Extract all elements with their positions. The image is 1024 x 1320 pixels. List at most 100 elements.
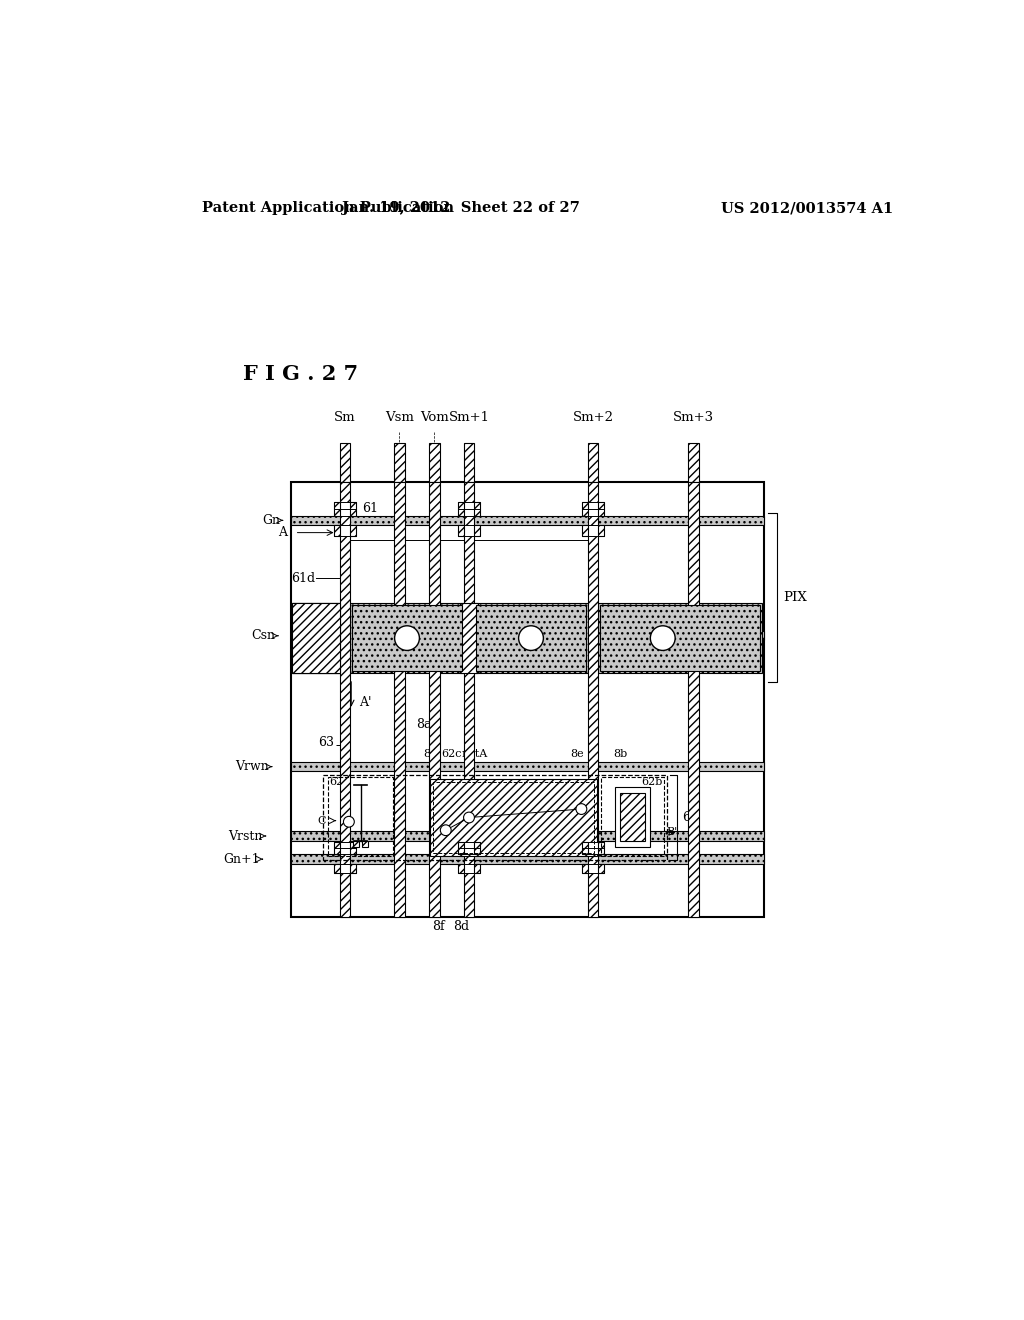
Bar <box>350 677 464 758</box>
Bar <box>464 482 474 917</box>
Bar <box>688 444 699 482</box>
Bar <box>334 525 340 536</box>
Bar <box>474 549 588 603</box>
Text: C': C' <box>578 804 589 814</box>
Text: 63: 63 <box>317 737 334 748</box>
Text: 61d: 61d <box>292 572 315 585</box>
Bar <box>291 482 764 917</box>
Text: 61: 61 <box>362 502 378 515</box>
Bar <box>328 777 393 857</box>
Bar <box>464 444 474 482</box>
Text: B: B <box>581 828 589 837</box>
Bar <box>394 444 404 482</box>
Bar <box>350 863 356 873</box>
Text: Jan. 19, 2012  Sheet 22 of 27: Jan. 19, 2012 Sheet 22 of 27 <box>342 202 581 215</box>
Text: 8f: 8f <box>432 920 444 933</box>
Text: 8b: 8b <box>613 750 628 759</box>
Bar <box>474 603 588 673</box>
Text: A': A' <box>359 696 372 709</box>
Bar <box>583 842 604 854</box>
Text: 62a: 62a <box>330 776 350 787</box>
Bar <box>350 842 356 854</box>
Text: Gn: Gn <box>262 513 280 527</box>
Text: 8a: 8a <box>417 718 432 731</box>
Bar <box>474 540 588 627</box>
Text: 8d: 8d <box>454 920 469 933</box>
Bar <box>350 486 464 512</box>
Text: Vom: Vom <box>420 411 449 424</box>
Circle shape <box>518 626 544 651</box>
Bar <box>583 502 604 516</box>
Text: 62b: 62b <box>641 776 663 787</box>
Bar <box>474 502 480 516</box>
Text: 8c: 8c <box>424 750 437 759</box>
Bar <box>476 605 586 671</box>
Bar <box>621 793 645 841</box>
Bar <box>583 863 604 873</box>
Bar <box>598 525 604 536</box>
Bar <box>615 787 649 847</box>
Bar <box>433 781 594 853</box>
Bar <box>352 605 462 671</box>
Bar <box>588 444 598 482</box>
Bar <box>474 863 480 873</box>
Bar <box>458 525 464 536</box>
Text: F I G . 2 7: F I G . 2 7 <box>243 364 357 384</box>
Bar <box>334 863 340 873</box>
Bar <box>598 603 762 673</box>
Bar <box>291 854 764 863</box>
Bar <box>350 540 464 627</box>
Bar <box>458 863 480 873</box>
Bar <box>474 525 480 536</box>
Text: Sm+1: Sm+1 <box>449 411 489 424</box>
Bar <box>291 832 764 841</box>
Bar <box>291 762 764 771</box>
Text: B': B' <box>667 828 678 837</box>
Circle shape <box>440 825 452 836</box>
Bar <box>458 525 480 536</box>
Bar <box>429 444 439 482</box>
Bar <box>292 603 340 673</box>
Bar <box>458 502 464 516</box>
Bar <box>460 603 478 673</box>
Text: A: A <box>278 527 287 539</box>
Bar <box>458 863 464 873</box>
Bar <box>334 842 356 854</box>
Bar <box>291 516 764 525</box>
Bar <box>340 482 350 917</box>
Text: Sm+3: Sm+3 <box>673 411 715 424</box>
Text: Sm+2: Sm+2 <box>572 411 613 424</box>
Bar <box>688 482 699 917</box>
Bar <box>583 863 588 873</box>
Bar <box>583 525 588 536</box>
Bar <box>430 779 597 857</box>
Text: 8e: 8e <box>570 750 585 759</box>
Bar <box>350 549 464 603</box>
Bar <box>350 502 356 516</box>
Bar <box>583 525 604 536</box>
Bar <box>352 841 359 847</box>
Text: Vrstn: Vrstn <box>228 829 263 842</box>
Text: Patent Application Publication: Patent Application Publication <box>202 202 454 215</box>
Bar <box>474 486 588 512</box>
Text: Sm: Sm <box>334 411 355 424</box>
Circle shape <box>464 812 474 822</box>
Text: 62: 62 <box>682 810 699 824</box>
Bar <box>394 482 404 917</box>
Text: netA: netA <box>461 750 487 759</box>
Text: Gn+1: Gn+1 <box>223 853 260 866</box>
Bar <box>458 502 480 516</box>
Text: Vsm: Vsm <box>385 411 414 424</box>
Bar <box>598 502 604 516</box>
Bar <box>458 842 464 854</box>
Bar <box>583 842 588 854</box>
Bar <box>334 502 356 516</box>
Bar <box>340 444 350 482</box>
Text: C: C <box>317 816 326 826</box>
Bar <box>600 605 760 671</box>
Text: PIX: PIX <box>783 591 807 603</box>
Bar <box>334 842 340 854</box>
Bar <box>291 631 764 640</box>
Text: US 2012/0013574 A1: US 2012/0013574 A1 <box>721 202 893 215</box>
Circle shape <box>394 626 420 651</box>
